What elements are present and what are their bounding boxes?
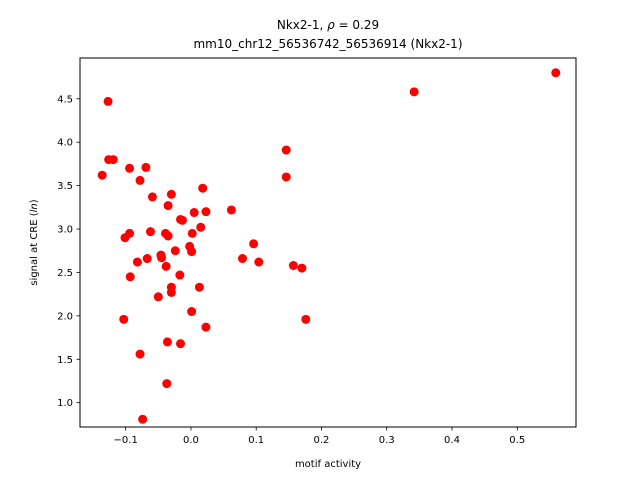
data-point-15	[226, 205, 236, 215]
x-tick-label: 0.2	[314, 435, 330, 446]
x-axis-ticks: −0.1 0.0 0.1 0.2 0.3 0.4 0.5	[114, 427, 525, 446]
data-point-8	[97, 170, 107, 180]
data-point-34	[238, 254, 248, 264]
data-point-12	[166, 189, 176, 199]
chart-title-line2: mm10_chr12_56536742_56536914 (Nkx2-1)	[193, 37, 462, 51]
data-point-42	[194, 282, 204, 292]
data-point-16	[189, 208, 199, 218]
data-point-14	[163, 201, 173, 211]
data-point-24	[163, 231, 173, 241]
y-tick-label: 3.5	[57, 181, 73, 192]
data-point-30	[187, 247, 197, 257]
y-tick-label: 4.5	[57, 94, 73, 105]
data-point-13	[147, 192, 157, 202]
data-point-38	[161, 261, 171, 271]
y-tick-label: 3.0	[57, 225, 73, 236]
data-point-44	[166, 287, 176, 297]
data-point-35	[132, 257, 142, 267]
plot-frame	[79, 57, 577, 428]
y-tick-label: 2.0	[57, 311, 73, 322]
data-point-7	[141, 162, 151, 172]
y-tick-label: 2.5	[57, 268, 73, 279]
data-point-25	[187, 228, 197, 238]
x-tick-label: 0.1	[248, 435, 264, 446]
y-tick-label: 1.5	[57, 355, 73, 366]
data-point-33	[142, 254, 152, 264]
data-point-47	[119, 314, 129, 324]
data-point-53	[162, 379, 172, 389]
data-point-39	[297, 263, 307, 273]
data-point-17	[201, 207, 211, 217]
data-point-10	[135, 175, 145, 185]
y-tick-label: 1.0	[57, 398, 73, 409]
data-point-37	[288, 261, 298, 271]
data-point-54	[138, 414, 148, 424]
data-point-51	[176, 339, 186, 349]
data-point-29	[170, 246, 180, 256]
y-axis-ticks: 1.0 1.5 2.0 2.5 3.0 3.5 4.0 4.5	[57, 94, 80, 409]
data-point-27	[249, 239, 259, 249]
data-point-19	[177, 215, 187, 225]
data-points	[97, 68, 561, 424]
data-point-45	[153, 292, 163, 302]
data-point-20	[196, 222, 206, 232]
x-axis-label: motif activity	[295, 459, 361, 470]
data-point-11	[198, 183, 208, 193]
data-point-46	[187, 307, 197, 317]
y-axis-label: signal at CRE (ln)	[29, 199, 40, 285]
data-point-52	[135, 349, 145, 359]
x-tick-label: 0.3	[379, 435, 395, 446]
data-point-49	[201, 322, 211, 332]
data-point-40	[175, 270, 185, 280]
data-point-3	[281, 145, 291, 155]
data-point-1	[409, 87, 419, 97]
y-tick-label: 4.0	[57, 138, 73, 149]
x-tick-label: 0.0	[183, 435, 199, 446]
data-point-50	[162, 337, 172, 347]
chart-title-line1: Nkx2-1, ρ = 0.29	[277, 18, 379, 32]
data-point-36	[254, 257, 264, 267]
data-point-5	[108, 155, 118, 165]
data-point-32	[157, 253, 167, 263]
x-tick-label: 0.5	[509, 435, 525, 446]
x-tick-label: 0.4	[444, 435, 460, 446]
data-point-0	[551, 68, 561, 78]
data-point-41	[125, 272, 135, 282]
data-point-2	[103, 96, 113, 106]
x-tick-label: −0.1	[114, 435, 138, 446]
data-point-26	[120, 233, 130, 243]
data-point-48	[301, 314, 311, 324]
data-point-21	[145, 227, 155, 237]
data-point-9	[281, 172, 291, 182]
data-point-6	[125, 163, 135, 173]
